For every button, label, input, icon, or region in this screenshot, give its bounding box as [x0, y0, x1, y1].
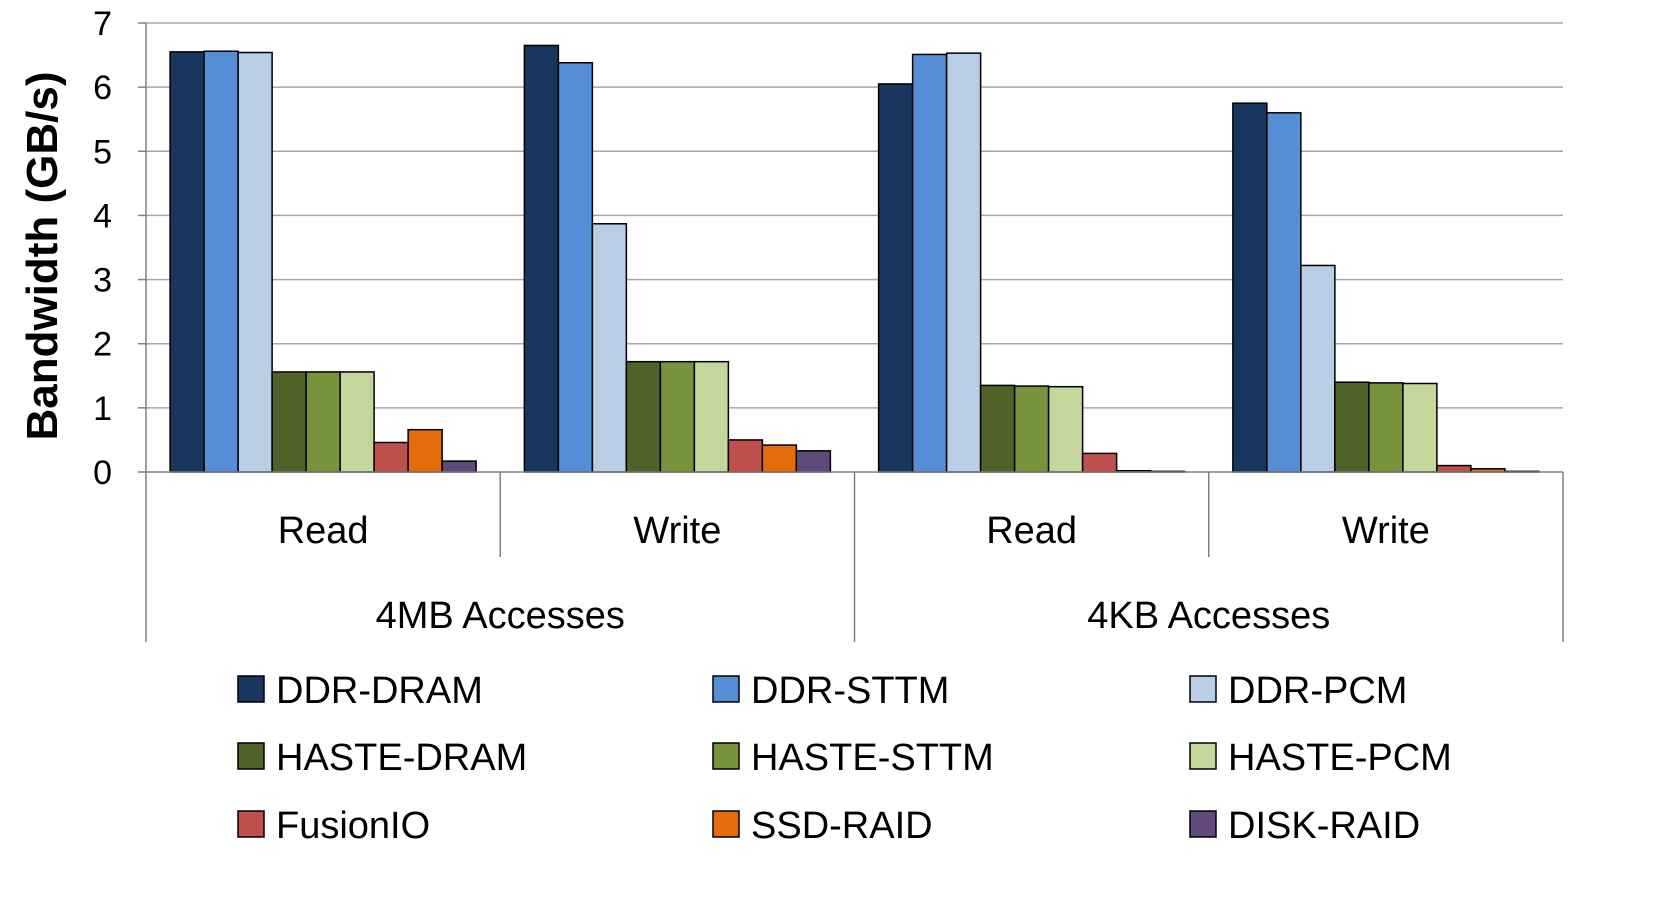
bar-ddr-dram-2 — [877, 83, 914, 473]
y-axis-title: Bandwidth (GB/s) — [18, 71, 67, 440]
bar-ddr-dram-1 — [523, 44, 560, 473]
bar-haste-sttm-3 — [1368, 382, 1404, 473]
bar-haste-dram-2 — [979, 384, 1016, 473]
bar-ddr-pcm-0 — [237, 51, 273, 473]
gridlines — [146, 22, 1563, 409]
bar-ddr-dram-3 — [1232, 102, 1268, 473]
bar-ddr-sttm-0 — [203, 50, 239, 473]
legend-label-disk-raid: DISK-RAID — [1228, 805, 1420, 847]
bar-haste-sttm-1 — [659, 360, 696, 473]
legend-label-ddr-dram: DDR-DRAM — [276, 670, 483, 712]
bar-fusionio-2 — [1081, 452, 1118, 473]
bar-haste-pcm-1 — [693, 360, 730, 473]
bar-ddr-dram-0 — [169, 51, 205, 473]
legend-label-ddr-pcm: DDR-PCM — [1228, 670, 1407, 712]
bar-haste-dram-0 — [271, 371, 307, 473]
y-tick-label: 1 — [93, 390, 112, 428]
bar-ddr-sttm-3 — [1266, 112, 1302, 473]
x-category-label: Read — [986, 510, 1077, 552]
bar-disk-raid-1 — [795, 450, 832, 473]
legend-swatch-haste-sttm — [712, 742, 740, 770]
x-group-labels: 4MB Accesses 4KB Accesses — [376, 595, 1331, 637]
legend-swatch-fusionio — [237, 810, 265, 838]
bar-haste-pcm-0 — [339, 371, 375, 473]
x-group-label: 4MB Accesses — [376, 595, 625, 637]
bar-ddr-sttm-1 — [557, 62, 594, 473]
y-tick-label: 2 — [93, 326, 112, 364]
bar-fusionio-3 — [1436, 464, 1472, 473]
legend-swatch-ddr-pcm — [1189, 675, 1217, 703]
legend-swatch-haste-pcm — [1189, 742, 1217, 770]
bar-ssd-raid-0 — [407, 428, 443, 473]
bar-haste-pcm-2 — [1047, 385, 1084, 473]
bar-fusionio-0 — [373, 441, 409, 473]
legend-label-fusionio: FusionIO — [276, 805, 430, 847]
bar-fusionio-1 — [727, 439, 764, 473]
bar-ddr-pcm-2 — [945, 52, 982, 473]
legend-label-haste-sttm: HASTE-STTM — [751, 737, 994, 779]
legend-label-haste-dram: HASTE-DRAM — [276, 737, 527, 779]
bar-disk-raid-0 — [441, 460, 477, 473]
y-tick-labels: 0 1 2 3 4 5 6 7 — [93, 5, 112, 492]
x-category-label: Write — [1342, 510, 1430, 552]
x-category-label: Read — [278, 510, 369, 552]
legend-swatch-ddr-dram — [237, 675, 265, 703]
bar-haste-dram-3 — [1334, 381, 1370, 473]
legend-label-haste-pcm: HASTE-PCM — [1228, 737, 1452, 779]
x-category-label: Write — [633, 510, 721, 552]
bar-haste-sttm-2 — [1013, 385, 1050, 473]
y-tick-label: 3 — [93, 262, 112, 300]
bar-haste-sttm-0 — [305, 371, 341, 473]
legend-swatch-disk-raid — [1189, 810, 1217, 838]
y-tick-label: 4 — [93, 197, 112, 235]
bar-haste-pcm-3 — [1402, 382, 1438, 473]
bar-ssd-raid-1 — [761, 444, 798, 473]
bar-ddr-pcm-1 — [591, 223, 628, 473]
y-tick-label: 6 — [93, 69, 112, 107]
y-tick-label: 7 — [93, 5, 112, 43]
legend-label-ssd-raid: SSD-RAID — [751, 805, 933, 847]
legend-label-ddr-sttm: DDR-STTM — [751, 670, 949, 712]
bar-ddr-pcm-3 — [1300, 264, 1336, 473]
axes — [138, 22, 1564, 642]
legend: DDR-DRAM DDR-STTM DDR-PCM HASTE-DRAM HASTE-S… — [237, 670, 1452, 847]
x-category-labels: Read Write Read Write — [278, 510, 1430, 552]
legend-swatch-haste-dram — [237, 742, 265, 770]
bar-haste-dram-1 — [625, 360, 662, 473]
bar-ddr-sttm-2 — [911, 53, 948, 473]
x-group-label: 4KB Accesses — [1087, 595, 1330, 637]
legend-swatch-ssd-raid — [712, 810, 740, 838]
y-tick-label: 5 — [93, 133, 112, 171]
y-tick-label: 0 — [93, 454, 112, 492]
bars — [169, 44, 1540, 473]
legend-swatch-ddr-sttm — [712, 675, 740, 703]
